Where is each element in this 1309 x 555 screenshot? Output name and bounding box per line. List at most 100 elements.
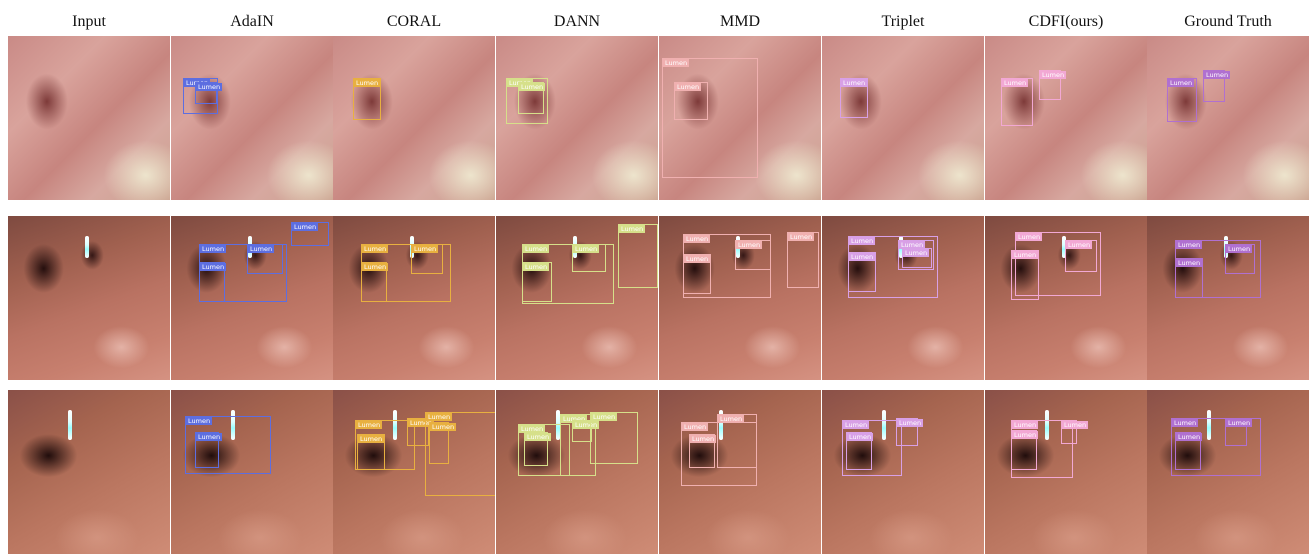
detection-label: Lumen <box>362 245 389 253</box>
detection-box <box>522 262 552 302</box>
detection-box <box>195 432 219 468</box>
detection-label: Lumen <box>1012 431 1039 439</box>
detection-box <box>524 432 548 466</box>
detection-box <box>1175 432 1201 470</box>
detection-box <box>357 434 385 470</box>
specular-highlight <box>1207 410 1211 440</box>
detection-box <box>572 244 606 272</box>
endoscopy-image <box>1147 216 1309 380</box>
column-header-triplet: Triplet <box>881 13 925 30</box>
detection-label: Lumen <box>573 421 600 429</box>
detection-box <box>429 422 449 464</box>
detection-box <box>1001 78 1033 126</box>
image-tile: Lumen Lumen Lumen <box>659 390 821 554</box>
detection-box <box>1225 418 1247 446</box>
detection-label: Lumen <box>675 83 702 91</box>
detection-box <box>195 82 217 104</box>
detection-box <box>846 432 872 470</box>
endoscopy-image <box>8 390 170 554</box>
detection-box <box>590 412 638 464</box>
detection-box <box>407 418 429 446</box>
column-header-coral: CORAL <box>386 13 442 30</box>
detection-label: Lumen <box>561 415 588 423</box>
endoscopy-image <box>822 390 984 554</box>
image-tile: Lumen Lumen Lumen <box>333 216 495 380</box>
detection-box <box>183 78 218 114</box>
column-header-ground-truth: Ground Truth <box>1184 13 1272 30</box>
detection-box <box>1015 232 1101 296</box>
detection-box <box>1011 250 1039 300</box>
detection-label: Lumen <box>1168 79 1195 87</box>
detection-label: Lumen <box>523 263 550 271</box>
image-tile: Lumen Lumen <box>659 36 821 200</box>
column-header-mmd: MMD <box>719 13 760 30</box>
detection-box <box>518 82 544 114</box>
specular-highlight <box>882 410 886 440</box>
detection-label: Lumen <box>1012 421 1039 429</box>
image-tile: Lumen Lumen Lumen <box>985 216 1147 380</box>
detection-box <box>411 244 443 274</box>
detection-label: Lumen <box>200 263 227 271</box>
image-tile <box>8 390 170 554</box>
endoscopy-image <box>1147 390 1309 554</box>
detection-box <box>199 262 225 302</box>
detection-label: Lumen <box>663 59 690 67</box>
specular-highlight <box>556 410 560 440</box>
detection-box <box>353 78 381 120</box>
detection-label: Lumen <box>1040 71 1067 79</box>
detection-box <box>291 222 329 246</box>
detection-label: Lumen <box>519 83 546 91</box>
image-tile <box>8 36 170 200</box>
detection-label: Lumen <box>899 241 926 249</box>
specular-highlight <box>1062 236 1066 258</box>
detection-box <box>518 424 570 476</box>
detection-box <box>361 262 387 302</box>
endoscopy-image <box>985 36 1147 200</box>
detection-box <box>674 82 708 120</box>
detection-label: Lumen <box>362 263 389 271</box>
detection-label: Lumen <box>408 419 435 427</box>
detection-label: Lumen <box>1066 241 1093 249</box>
endoscopy-image <box>8 216 170 380</box>
image-tile: Lumen Lumen <box>171 390 333 554</box>
detection-box <box>560 414 596 476</box>
detection-label: Lumen <box>430 423 457 431</box>
detection-box <box>717 414 757 468</box>
image-tile: Lumen Lumen Lumen Lumen Lumen <box>496 390 658 554</box>
specular-highlight <box>68 410 72 440</box>
specular-highlight <box>393 410 397 440</box>
detection-box <box>787 232 819 288</box>
endoscopy-image <box>1147 36 1309 200</box>
detection-box <box>840 78 868 118</box>
detection-label: Lumen <box>847 433 874 441</box>
detection-label: Lumen <box>1002 79 1029 87</box>
detection-box <box>689 434 715 468</box>
detection-box <box>1203 70 1225 102</box>
image-tile: Lumen <box>822 36 984 200</box>
detection-label: Lumen <box>356 421 383 429</box>
detection-box <box>1065 240 1097 272</box>
detection-label: Lumen <box>1012 251 1039 259</box>
detection-box <box>896 418 918 446</box>
image-tile: Lumen Lumen Lumen <box>1147 390 1309 554</box>
detection-label: Lumen <box>736 241 763 249</box>
detection-box <box>842 420 902 476</box>
image-tile: Lumen Lumen Lumen Lumen <box>171 216 333 380</box>
detection-box <box>735 240 771 270</box>
image-tile <box>8 216 170 380</box>
detection-label: Lumen <box>358 435 385 443</box>
detection-box <box>1171 418 1261 476</box>
detection-label: Lumen <box>788 233 815 241</box>
detection-box <box>1225 244 1255 274</box>
detection-box <box>506 78 548 124</box>
detection-label: Lumen <box>1226 245 1253 253</box>
detection-label: Lumen <box>1172 419 1199 427</box>
specular-highlight <box>85 236 89 258</box>
detection-box <box>683 254 711 294</box>
image-tile: Lumen Lumen Lumen Lumen <box>659 216 821 380</box>
detection-label: Lumen <box>1226 419 1253 427</box>
column-header-input: Input <box>72 13 106 30</box>
detection-label: Lumen <box>843 421 870 429</box>
detection-label: Lumen <box>426 413 453 421</box>
detection-box <box>425 412 495 496</box>
